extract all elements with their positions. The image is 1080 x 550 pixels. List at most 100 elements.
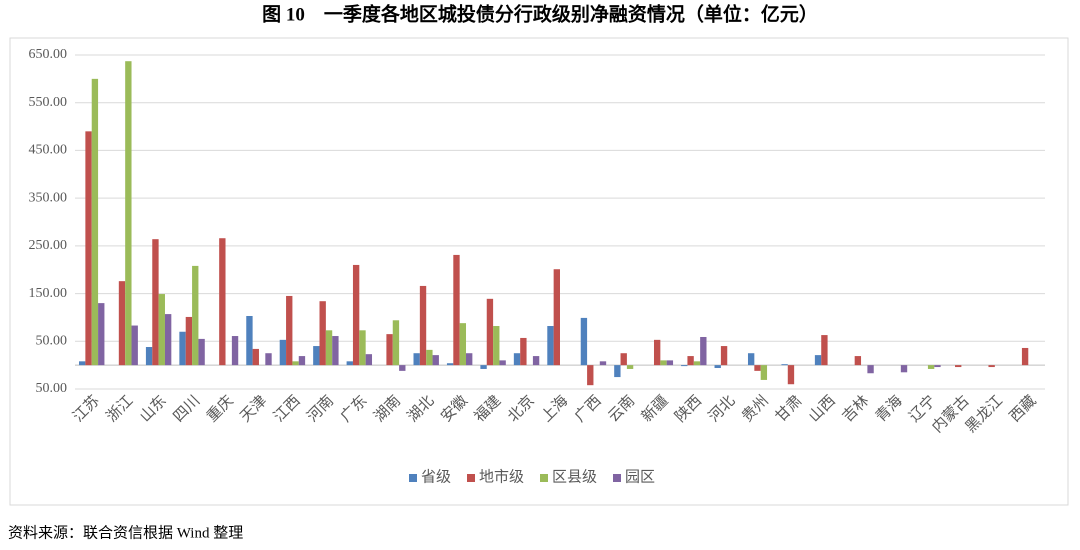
bar: [700, 336, 707, 366]
bar: [192, 265, 199, 366]
bar: [346, 361, 353, 366]
bar: [252, 348, 259, 366]
bar: [466, 353, 473, 366]
bar: [854, 356, 862, 366]
bar: [714, 365, 721, 369]
bar: [693, 361, 701, 366]
bar: [386, 334, 393, 366]
y-tick-label: 150.00: [29, 286, 68, 301]
bar: [787, 365, 795, 385]
x-tick-label: 西藏: [1006, 392, 1039, 425]
bar: [547, 326, 554, 366]
bar: [459, 323, 467, 366]
x-tick-label: 甘肃: [772, 392, 805, 425]
bar: [131, 325, 138, 366]
bar: [399, 365, 406, 371]
bar: [231, 336, 239, 366]
bar: [79, 361, 86, 366]
x-tick-label: 河北: [705, 392, 738, 425]
source-note: 资料来源：联合资信根据 Wind 整理: [8, 524, 243, 541]
legend-swatch: [467, 474, 475, 482]
bar: [332, 336, 339, 366]
bar: [821, 335, 828, 366]
bar: [152, 239, 159, 366]
legend-swatch: [540, 474, 548, 482]
x-tick-label: 青海: [872, 392, 905, 425]
bar: [988, 365, 995, 368]
x-tick-label: 陕西: [672, 392, 705, 425]
bar: [145, 347, 153, 366]
x-tick-label: 内蒙古: [929, 392, 973, 436]
x-tick-label: 广东: [337, 392, 370, 425]
bar: [934, 365, 941, 368]
x-tick-label: 江西: [270, 392, 303, 425]
x-tick-label: 福建: [471, 392, 504, 425]
bar: [246, 315, 253, 366]
bar: [158, 294, 165, 366]
bar: [599, 361, 607, 366]
bar: [532, 356, 540, 366]
bar: [620, 353, 627, 366]
bar: [179, 331, 186, 366]
legend-swatch: [613, 474, 621, 482]
x-tick-label: 重庆: [204, 392, 237, 425]
bar: [681, 365, 688, 367]
bar: [687, 356, 694, 366]
legend-label: 省级: [421, 468, 451, 485]
x-tick-label: 广西: [571, 392, 604, 425]
bar: [754, 365, 761, 371]
bar: [279, 339, 287, 366]
bar: [626, 365, 634, 369]
bar: [666, 360, 674, 366]
bar: [365, 354, 373, 366]
bar: [867, 365, 874, 374]
bar: [614, 365, 621, 378]
y-tick-label: 450.00: [29, 143, 68, 158]
bar: [219, 238, 226, 366]
bar: [185, 316, 193, 366]
bar: [760, 365, 768, 380]
bar: [660, 360, 667, 366]
bar: [265, 353, 272, 366]
bar: [85, 131, 92, 366]
bar: [486, 298, 494, 366]
bar: [286, 295, 293, 366]
legend-swatch: [409, 474, 417, 482]
bar: [446, 363, 454, 366]
bar: [413, 353, 420, 366]
bar: [493, 326, 500, 366]
bar: [499, 360, 506, 366]
x-tick-label: 四川: [171, 393, 204, 426]
bar: [392, 320, 400, 366]
bar: [91, 78, 99, 366]
x-tick-label: 山西: [806, 392, 839, 425]
bar: [426, 349, 433, 366]
bar: [781, 364, 788, 366]
bar: [319, 301, 326, 366]
bar: [432, 355, 439, 366]
x-tick-label: 江苏: [70, 392, 103, 425]
x-tick-label: 吉林: [839, 392, 872, 425]
y-tick-label: 250.00: [29, 238, 68, 253]
bar: [164, 314, 172, 366]
x-tick-label: 上海: [538, 392, 571, 425]
y-tick-label: 350.00: [29, 190, 68, 205]
x-tick-label: 山东: [137, 392, 170, 425]
x-tick-label: 云南: [605, 392, 638, 425]
bar: [580, 317, 588, 366]
bar: [587, 365, 594, 386]
bar: [419, 285, 427, 366]
bar: [520, 337, 527, 366]
bar: [900, 365, 908, 373]
legend-label: 地市级: [479, 468, 524, 485]
x-tick-label: 新疆: [638, 392, 671, 425]
bar: [118, 281, 126, 366]
chart-frame: [9, 37, 1069, 506]
x-tick-label: 湖南: [371, 392, 404, 425]
bar: [927, 365, 935, 369]
bar: [98, 303, 105, 366]
bar: [1021, 347, 1029, 366]
bar: [198, 338, 205, 366]
chart-title: 图 10 一季度各地区城投债分行政级别净融资情况（单位：亿元）: [262, 2, 818, 25]
bar: [292, 361, 299, 366]
